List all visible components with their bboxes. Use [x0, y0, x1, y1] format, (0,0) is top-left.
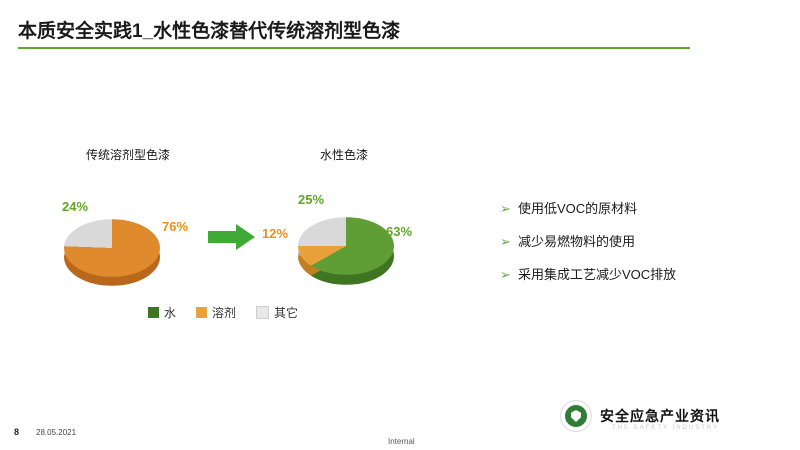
pie-right-label-other: 25%	[298, 192, 325, 207]
shield-logo-icon	[560, 400, 592, 432]
footer-date: 28.05.2021	[36, 428, 77, 437]
legend-item-other: 其它	[256, 304, 298, 321]
legend-label-other: 其它	[274, 306, 299, 320]
title-underline	[18, 47, 690, 49]
chart-title-right: 水性色漆	[320, 148, 369, 162]
chart-legend: 水 溶剂 其它	[148, 304, 298, 321]
bullet-arrow-icon: ➢	[500, 201, 511, 216]
bullet-list: ➢ 使用低VOC的原材料 ➢ 减少易燃物料的使用 ➢ 采用集成工艺减少VOC排放	[500, 200, 676, 299]
legend-swatch-water	[148, 307, 159, 318]
watermark-text: THE SAFETY INDUSTRY	[612, 425, 720, 431]
chart-title-left: 传统溶剂型色漆	[86, 148, 171, 162]
bullet-arrow-icon: ➢	[500, 234, 511, 249]
legend-label-solvent: 溶剂	[212, 306, 237, 320]
pie-chart-left	[64, 200, 174, 286]
pie-right-label-water: 63%	[386, 224, 413, 239]
footer-classification: Internal	[388, 437, 415, 446]
page-number: 8	[14, 427, 20, 437]
legend-swatch-solvent	[196, 307, 208, 318]
bullet-text-2: 减少易燃物料的使用	[518, 234, 636, 249]
pie-chart-right	[298, 198, 408, 285]
transition-arrow	[208, 224, 256, 250]
bullet-arrow-icon: ➢	[500, 267, 511, 282]
pie-left-label-solvent: 76%	[162, 219, 189, 234]
page-title: 本质安全实践1_水性色漆替代传统溶剂型色漆	[18, 21, 401, 42]
legend-label-water: 水	[164, 306, 177, 320]
legend-swatch-other	[256, 306, 270, 319]
legend-item-water: 水	[148, 304, 176, 321]
pie-right-surface	[298, 217, 394, 275]
bullet-item-2: ➢ 减少易燃物料的使用	[500, 233, 676, 250]
pie-right-label-solvent: 12%	[262, 226, 289, 241]
account-badge: 安全应急产业资讯	[560, 400, 720, 432]
pie-left-surface	[64, 219, 160, 277]
bullet-text-1: 使用低VOC的原材料	[518, 201, 638, 216]
bullet-text-3: 采用集成工艺减少VOC排放	[518, 267, 677, 282]
legend-item-solvent: 溶剂	[196, 304, 236, 321]
bullet-item-3: ➢ 采用集成工艺减少VOC排放	[500, 266, 676, 283]
pie-left-label-other: 24%	[62, 199, 89, 214]
bullet-item-1: ➢ 使用低VOC的原材料	[500, 200, 676, 217]
account-name: 安全应急产业资讯	[600, 408, 720, 424]
